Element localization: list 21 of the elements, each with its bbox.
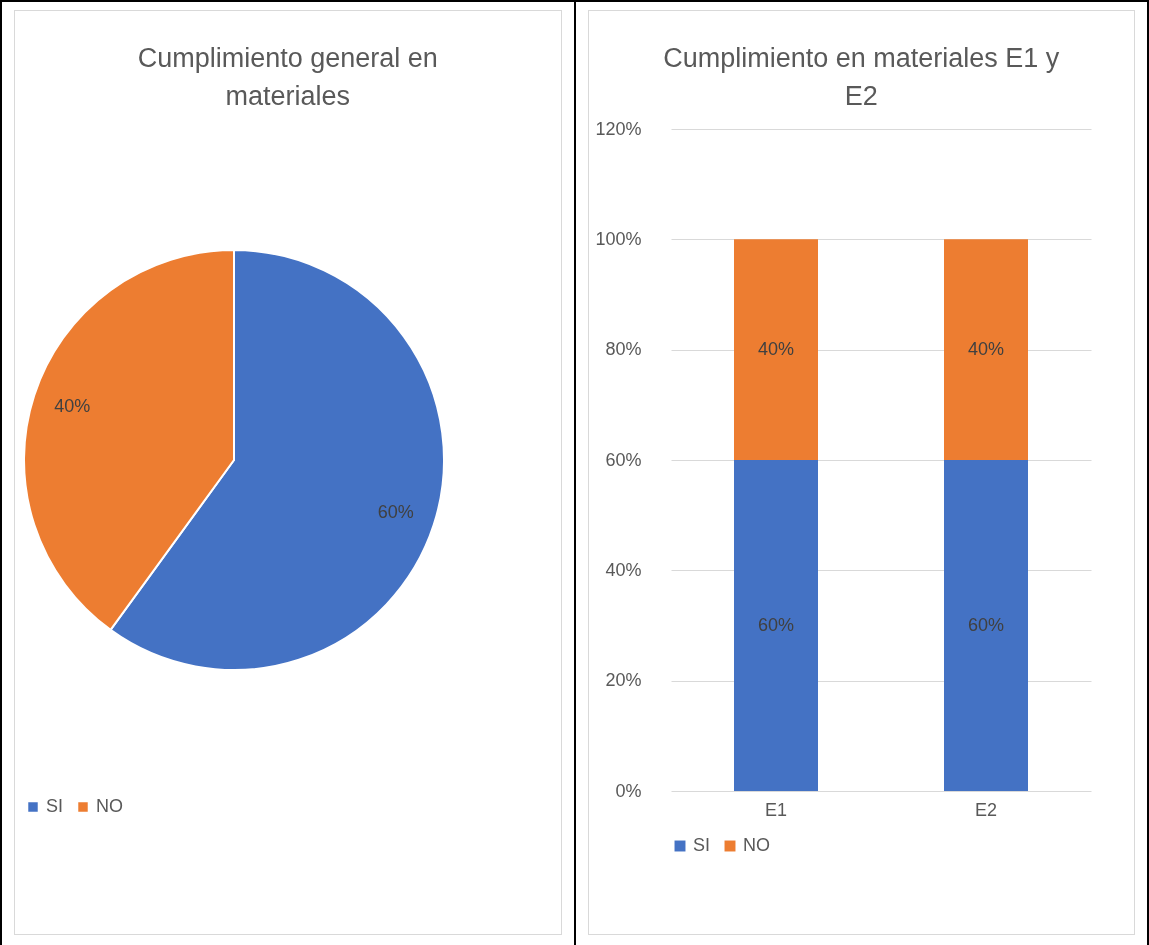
- y-tick-label: 0%: [614, 780, 641, 801]
- data-label: 40%: [757, 338, 794, 359]
- chart-title: Cumplimiento en materiales E1 y E2: [662, 42, 1061, 113]
- y-tick-label: 80%: [604, 339, 641, 360]
- x-tick-label: E2: [974, 799, 997, 820]
- y-tick-label: 100%: [594, 228, 641, 249]
- chart-title: Cumplimiento general en materiales: [136, 42, 439, 113]
- data-label: 60%: [757, 614, 794, 635]
- y-tick-label: 20%: [604, 670, 641, 691]
- x-tick-label: E1: [764, 799, 787, 820]
- data-label: 60%: [967, 614, 1004, 635]
- legend-label: SI: [692, 835, 710, 855]
- data-label: 40%: [54, 396, 91, 417]
- y-tick-label: 120%: [594, 118, 641, 139]
- legend-label: SI: [46, 796, 64, 816]
- legend-label: NO: [96, 796, 123, 816]
- data-label: 40%: [967, 338, 1004, 359]
- data-label: 60%: [377, 501, 414, 522]
- legend-label: NO: [742, 835, 770, 855]
- y-tick-label: 40%: [604, 559, 641, 580]
- y-tick-label: 60%: [604, 449, 641, 470]
